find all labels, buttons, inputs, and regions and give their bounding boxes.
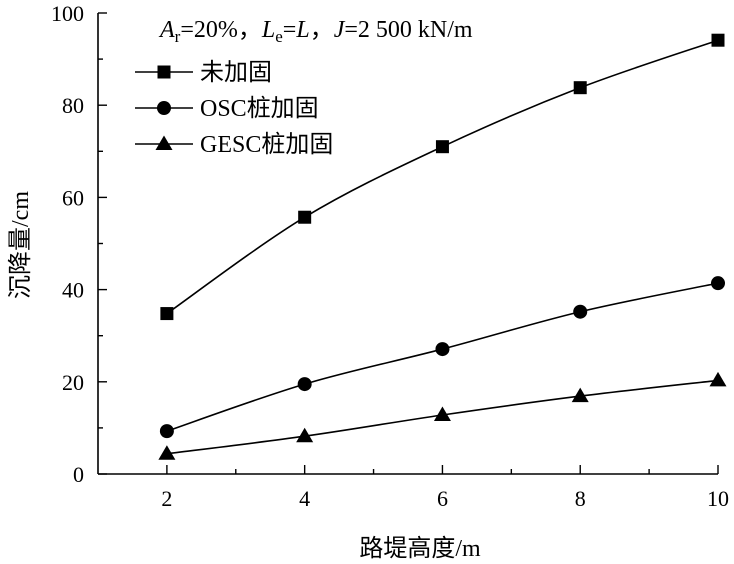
annot-le-sub: e [275,27,283,46]
annot-sep: ， [310,17,334,43]
series-circle [159,276,725,439]
data-point-circle [297,377,312,392]
y-axis-title: 沉降量/cm [7,191,34,299]
series-square [160,33,725,321]
data-point-circle [711,276,725,291]
legend-label: GESC桩加固 [200,131,333,158]
legend-marker-triangle [155,135,173,150]
y-tick-label: 0 [73,462,84,487]
legend-entry: GESC桩加固 [135,131,333,158]
legend-label: OSC桩加固 [200,95,319,122]
annot-j-value: =2 500 kN/m [344,17,473,43]
legend-label: 未加固 [200,59,272,86]
annot-ar-symbol: A [158,17,175,43]
legend: 未加固 OSC桩加固 GESC桩加固 [135,59,333,158]
y-tick-label: 100 [51,1,84,26]
legend-marker-square [157,65,171,79]
data-point-square [711,33,725,47]
annot-ar-sub: r [175,27,181,46]
data-point-circle [435,342,450,357]
data-point-square [298,210,312,224]
data-point-triangle [158,445,176,460]
data-point-circle [159,424,174,439]
data-point-triangle [709,371,727,387]
annot-ar-value: =20%， [180,17,262,43]
series-layer [158,33,727,460]
data-point-circle [573,304,588,319]
data-point-triangle [433,406,451,421]
y-tick-label: 20 [62,370,84,395]
legend-entry: OSC桩加固 [135,95,319,122]
data-point-square [573,81,587,95]
legend-marker-circle [157,101,171,115]
legend-entry: 未加固 [135,59,272,86]
x-tick-label: 10 [707,486,729,511]
data-point-triangle [571,387,589,403]
annot-j-symbol: J [334,17,346,43]
x-axis-title: 路堤高度/m [359,535,481,562]
x-tick-label: 8 [575,486,586,511]
data-point-square [160,307,174,321]
series-triangle [158,371,727,460]
y-tick-label: 40 [62,278,84,303]
y-tick-label: 80 [62,93,84,118]
y-tick-label: 60 [62,185,84,210]
data-point-square [435,140,449,154]
x-tick-label: 6 [437,486,448,511]
chart-annotation: Ar=20%，Le=L，J=2 500 kN/m [158,17,473,46]
data-point-triangle [296,427,314,443]
annot-l-symbol: L [295,17,309,43]
x-tick-label: 2 [161,486,172,511]
annot-le-symbol: L [261,17,275,43]
annot-le-eq: = [283,17,297,43]
x-tick-label: 4 [299,486,310,511]
